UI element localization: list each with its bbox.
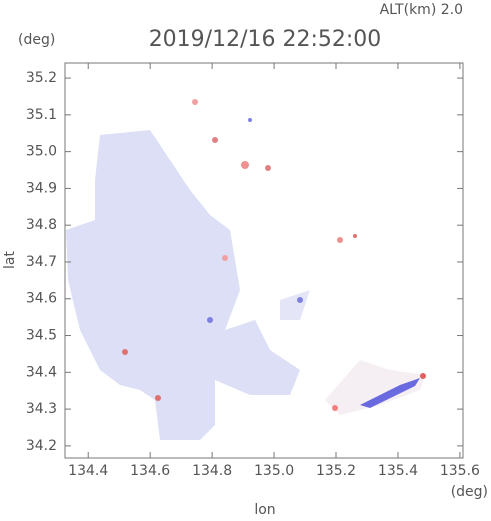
y-tick-label: 35.0 [26, 144, 57, 160]
x-tick-label: 135.0 [254, 463, 294, 479]
x-unit: (deg) [451, 484, 488, 500]
y-tick-label: 34.2 [26, 438, 57, 454]
y-axis-title: lat [2, 251, 18, 269]
radar-field [66, 130, 425, 440]
x-tick-label: 134.6 [130, 463, 170, 479]
y-tick-label: 35.2 [26, 70, 57, 86]
altitude-label: ALT(km) 2.0 [380, 2, 463, 18]
y-tick-label: 34.8 [26, 217, 57, 233]
y-tick-label: 34.3 [26, 401, 57, 417]
y-tick-label: 34.4 [26, 364, 57, 380]
chart-title: 2019/12/16 22:52:00 [149, 27, 382, 52]
y-tick-label: 34.7 [26, 254, 57, 270]
x-tick-label: 135.2 [316, 463, 356, 479]
plot-frame [64, 62, 464, 459]
y-tick-label: 35.1 [26, 107, 57, 123]
radar-echoes [122, 99, 426, 411]
x-tick-label: 134.4 [68, 463, 108, 479]
x-tick-label: 135.6 [440, 463, 480, 479]
y-unit: (deg) [18, 32, 55, 48]
x-tick-label: 134.8 [192, 463, 232, 479]
x-tick-label: 135.4 [378, 463, 418, 479]
x-axis-title: lon [254, 502, 275, 518]
y-tick-label: 34.6 [26, 291, 57, 307]
y-tick-label: 34.9 [26, 180, 57, 196]
y-tick-label: 34.5 [26, 328, 57, 344]
